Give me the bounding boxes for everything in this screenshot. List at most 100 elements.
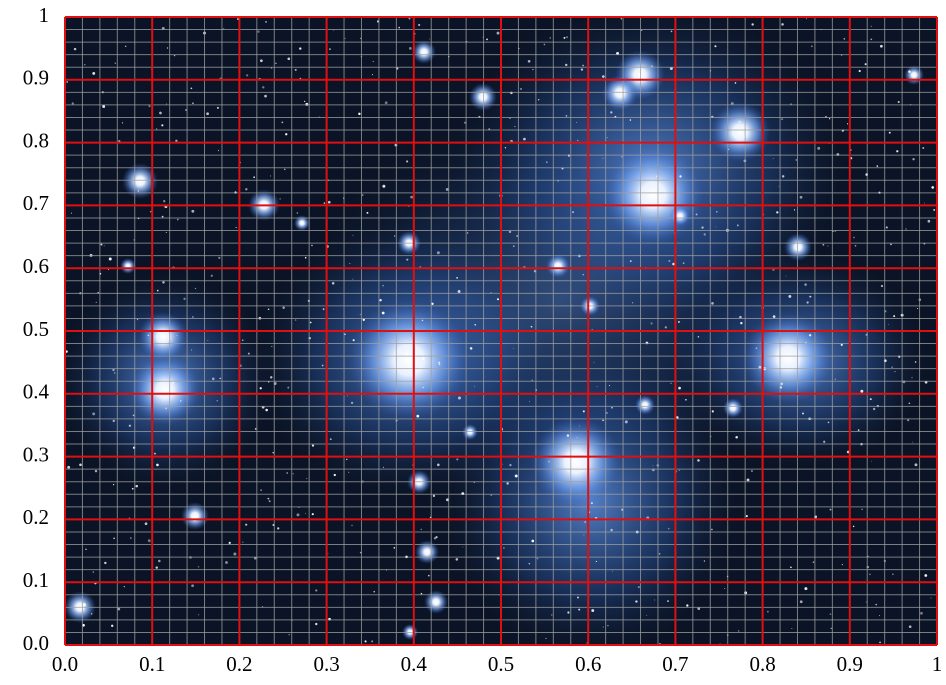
- star: [285, 133, 288, 136]
- star: [286, 472, 289, 474]
- star: [716, 211, 718, 213]
- star: [175, 139, 178, 143]
- star: [103, 245, 105, 247]
- star: [176, 218, 179, 221]
- star: [512, 245, 515, 248]
- star: [348, 471, 350, 473]
- star: [408, 47, 412, 50]
- star: [114, 62, 117, 64]
- star: [216, 106, 219, 109]
- star: [843, 38, 846, 40]
- star: [880, 284, 884, 288]
- star: [455, 558, 459, 561]
- bright-star: [743, 313, 833, 403]
- star: [322, 308, 325, 310]
- star: [870, 38, 873, 41]
- star: [572, 211, 575, 214]
- bright-star: [904, 65, 924, 85]
- star: [382, 184, 386, 188]
- star: [328, 48, 331, 51]
- star: [156, 128, 158, 130]
- bright-star: [424, 590, 448, 614]
- star: [147, 539, 151, 543]
- star: [113, 537, 115, 540]
- star: [260, 489, 263, 492]
- star: [830, 627, 833, 630]
- star: [724, 588, 726, 590]
- star: [920, 611, 923, 615]
- star: [71, 102, 74, 105]
- x-tick-label: 0.4: [401, 652, 428, 676]
- star: [610, 528, 613, 532]
- star: [590, 502, 593, 505]
- star: [137, 190, 140, 192]
- star: [695, 213, 698, 216]
- y-tick-label: 0.4: [23, 380, 50, 404]
- star: [755, 347, 758, 350]
- star: [565, 63, 568, 67]
- star: [891, 366, 893, 368]
- grid: [64, 16, 938, 646]
- star: [596, 386, 598, 387]
- star: [809, 295, 812, 298]
- star: [582, 273, 584, 276]
- star: [582, 64, 584, 67]
- star: [190, 349, 193, 351]
- star: [778, 186, 780, 188]
- x-tick-label: 0.0: [52, 652, 78, 676]
- star: [795, 159, 797, 161]
- star: [130, 537, 132, 539]
- star: [865, 601, 867, 603]
- star: [191, 584, 194, 588]
- star: [860, 389, 864, 393]
- star: [92, 571, 95, 573]
- star: [580, 68, 584, 71]
- star: [107, 269, 109, 271]
- star: [907, 419, 910, 422]
- star: [758, 365, 762, 369]
- star: [114, 372, 116, 374]
- star: [808, 334, 812, 337]
- bright-star: [723, 398, 743, 418]
- star: [153, 452, 157, 455]
- star: [132, 414, 135, 417]
- star: [772, 315, 776, 318]
- star: [641, 29, 643, 31]
- star: [191, 209, 195, 213]
- star: [242, 541, 244, 543]
- star: [602, 419, 604, 422]
- star: [323, 202, 325, 204]
- star: [457, 290, 461, 293]
- star: [294, 319, 297, 321]
- star: [275, 62, 277, 65]
- star: [896, 150, 899, 153]
- star: [190, 87, 193, 90]
- y-tick-label: 0.1: [23, 568, 49, 592]
- star: [602, 626, 604, 628]
- star: [329, 438, 332, 441]
- star: [827, 245, 829, 247]
- star: [711, 302, 714, 305]
- star: [161, 124, 164, 127]
- star: [445, 187, 449, 191]
- star: [799, 600, 803, 604]
- y-tick-label: 0.7: [23, 191, 49, 215]
- star: [253, 176, 255, 179]
- star: [346, 458, 348, 461]
- star: [350, 401, 354, 405]
- y-tick-label: 0.6: [23, 254, 49, 278]
- star: [531, 539, 535, 543]
- star: [703, 233, 706, 236]
- star: [267, 308, 270, 311]
- star: [829, 613, 832, 615]
- star: [404, 353, 408, 357]
- star: [346, 395, 348, 397]
- star: [870, 25, 872, 27]
- star: [872, 407, 876, 411]
- star: [543, 43, 546, 46]
- star: [474, 385, 476, 387]
- star: [207, 340, 209, 342]
- star: [516, 235, 519, 237]
- star: [242, 339, 244, 341]
